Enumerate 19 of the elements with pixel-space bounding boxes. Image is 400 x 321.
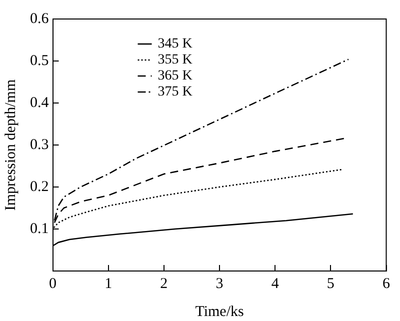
y-tick-label: 0.5 [30, 52, 49, 69]
y-tick-label: 0.2 [30, 178, 49, 195]
x-tick-label: 0 [49, 276, 56, 292]
y-tick-label: 0.3 [30, 136, 49, 153]
y-axis-title: Impression depth/mm [2, 79, 19, 211]
y-tick-label: 0.1 [30, 220, 49, 237]
x-tick-label: 4 [271, 276, 280, 292]
x-tick-label: 2 [160, 276, 168, 292]
legend-label: 345 K [158, 36, 192, 52]
legend-label: 355 K [158, 52, 192, 68]
y-tick-label: 0.6 [30, 10, 50, 27]
x-tick-label: 6 [382, 276, 390, 292]
legend-label: 375 K [158, 84, 192, 100]
x-tick-label: 1 [104, 276, 112, 292]
x-tick-label: 3 [216, 276, 224, 292]
x-axis-title: Time/ks [195, 304, 244, 320]
legend-label: 365 K [158, 68, 192, 84]
y-tick-label: 0.4 [30, 94, 50, 111]
x-tick-label: 5 [326, 276, 334, 292]
